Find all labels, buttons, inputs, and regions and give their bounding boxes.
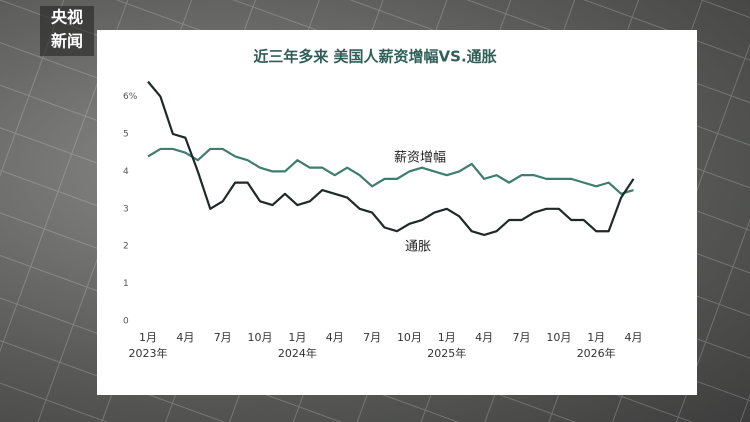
- x-tick-label: 7月: [513, 331, 531, 344]
- series-label: 通胀: [405, 240, 431, 255]
- logo-text: 央视: [51, 8, 83, 27]
- x-tick-label: 4月: [625, 331, 643, 344]
- x-tick-label: 4月: [176, 331, 194, 344]
- x-year-label: 2024年: [278, 346, 317, 360]
- y-tick-label: 0: [123, 317, 129, 327]
- x-year-label: 2026年: [577, 346, 616, 360]
- x-tick-label: 4月: [475, 331, 493, 344]
- x-tick-label: 7月: [214, 331, 232, 344]
- logo-box: [40, 6, 94, 56]
- y-tick-label: 3: [123, 204, 129, 214]
- x-year-label: 2025年: [427, 346, 466, 360]
- x-year-label: 2023年: [129, 346, 168, 360]
- x-tick-label: 1月: [587, 331, 605, 344]
- x-tick-label: 1月: [288, 331, 306, 344]
- x-tick-label: 4月: [326, 331, 344, 344]
- series-line: [147, 147, 634, 195]
- x-tick-label: 10月: [397, 331, 422, 344]
- y-tick-label: 1: [123, 279, 129, 289]
- logo-text: 新闻: [51, 32, 83, 51]
- chart-title: 近三年多来 美国人薪资增幅VS.通胀: [253, 48, 496, 66]
- chart-card: [97, 30, 697, 395]
- series-line: [147, 80, 635, 237]
- x-tick-label: 1月: [139, 331, 157, 344]
- series-label: 薪资增幅: [394, 151, 446, 166]
- x-tick-label: 1月: [438, 331, 456, 344]
- y-tick-label: 4: [123, 167, 129, 177]
- y-tick-label: 6%: [123, 92, 138, 102]
- y-tick-label: 5: [123, 130, 129, 140]
- x-tick-label: 10月: [248, 331, 273, 344]
- x-tick-label: 10月: [546, 331, 571, 344]
- y-tick-label: 2: [123, 242, 129, 252]
- x-tick-label: 7月: [363, 331, 381, 344]
